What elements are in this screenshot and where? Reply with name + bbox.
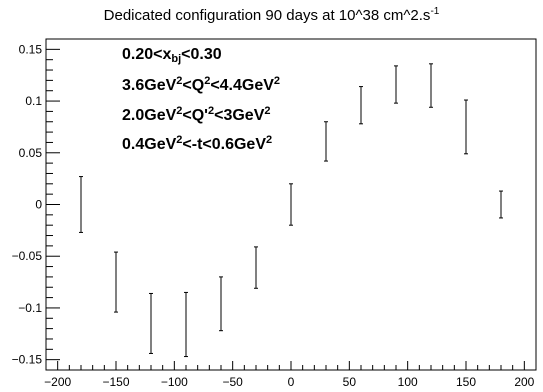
x-tick-label: −50 [222,375,243,389]
y-tick-label: 0 [35,198,42,212]
error-bar [219,276,223,332]
annotation-xbj: 0.20<xbj<0.30 [122,46,222,65]
error-bar [114,251,118,313]
chart-title: Dedicated configuration 90 days at 10^38… [103,6,440,24]
error-bar [359,86,363,125]
x-tick-label: 0 [288,375,295,389]
y-tick-label: −0.15 [12,353,43,367]
x-tick-label: 50 [343,375,357,389]
error-bar [184,291,188,358]
data-marks [79,63,503,358]
x-tick-label: 200 [514,375,534,389]
annotation-q2: 3.6GeV2<Q2<4.4GeV2 [122,75,281,94]
error-bar [394,65,398,104]
error-bar [324,121,328,162]
x-tick-label: −200 [44,375,71,389]
x-tick-label: −100 [161,375,188,389]
error-bar [464,99,468,155]
chart-title-exponent: -1 [430,6,440,17]
x-tick-label: 150 [456,375,476,389]
error-bar [499,190,503,219]
axes: −200 −150 −100 −50 0 50 100 150 200 −0.15 −0.1 −0.0… [12,38,537,389]
error-bar [429,63,433,108]
x-tick-label: −150 [102,375,129,389]
error-bar [149,292,153,354]
y-tick-label: −0.1 [18,301,42,315]
annotation-qprime2: 2.0GeV2<Q'2<3GeV2 [122,105,271,124]
error-bar [254,246,258,289]
error-bar [79,176,83,233]
y-tick-label: −0.05 [12,249,43,263]
y-tick-label: 0.1 [25,94,42,108]
y-tick-label: 0.05 [19,146,43,160]
error-bar [289,183,293,226]
annotation-t: 0.4GeV2<-t<0.6GeV2 [122,134,273,153]
y-tick-label: 0.15 [19,42,43,56]
x-tick-label: 100 [398,375,418,389]
